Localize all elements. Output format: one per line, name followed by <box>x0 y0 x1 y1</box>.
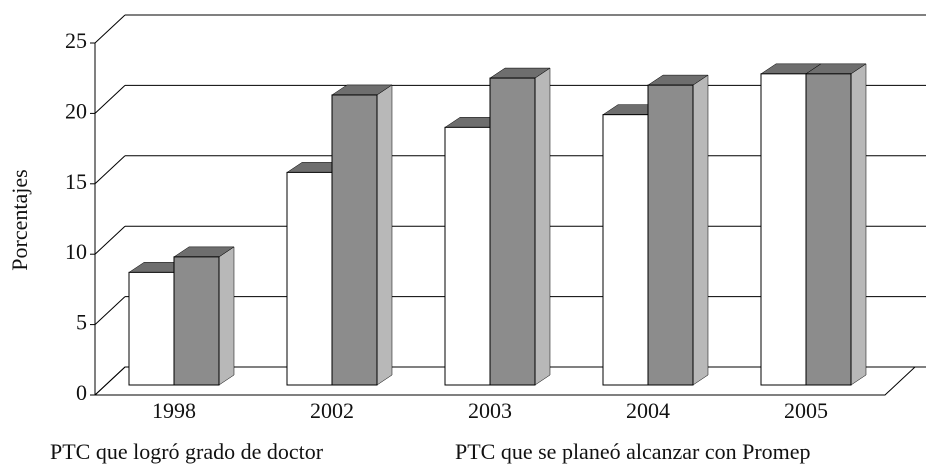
y-tick-label: 20 <box>65 98 87 123</box>
bar <box>602 114 649 386</box>
y-tick-label: 0 <box>76 380 87 405</box>
y-axis-label: Porcentajes <box>7 169 32 270</box>
bar <box>489 77 536 386</box>
x-tick-label: 2005 <box>784 398 828 423</box>
x-tick-label: 2003 <box>468 398 512 423</box>
bar <box>444 126 491 386</box>
bar <box>805 73 852 386</box>
grid-line <box>94 155 126 185</box>
bar <box>760 73 807 386</box>
y-tick-label: 15 <box>65 169 87 194</box>
bar <box>647 84 694 386</box>
bar-side <box>534 67 551 386</box>
x-tick-label: 2002 <box>310 398 354 423</box>
bar <box>286 171 333 386</box>
legend-label: PTC que logró grado de doctor <box>50 439 324 464</box>
grid-line <box>94 85 126 114</box>
bar-side <box>376 84 393 386</box>
bar <box>128 271 175 386</box>
x-tick-label: 2004 <box>626 398 670 423</box>
bar <box>331 94 378 386</box>
grid-line <box>94 225 126 255</box>
bar <box>173 256 220 386</box>
bar-side <box>692 74 709 386</box>
legend-label: PTC que se planeó alcanzar con Promep <box>455 439 811 464</box>
grid-line <box>94 14 126 44</box>
bar-side <box>218 246 235 386</box>
x-tick-label: 1998 <box>152 398 196 423</box>
y-tick-label: 25 <box>65 28 87 53</box>
y-tick-label: 10 <box>65 239 87 264</box>
y-tick-label: 5 <box>76 310 87 335</box>
grid-line <box>94 296 126 325</box>
bar-side <box>850 63 867 386</box>
grid-line <box>94 366 126 396</box>
